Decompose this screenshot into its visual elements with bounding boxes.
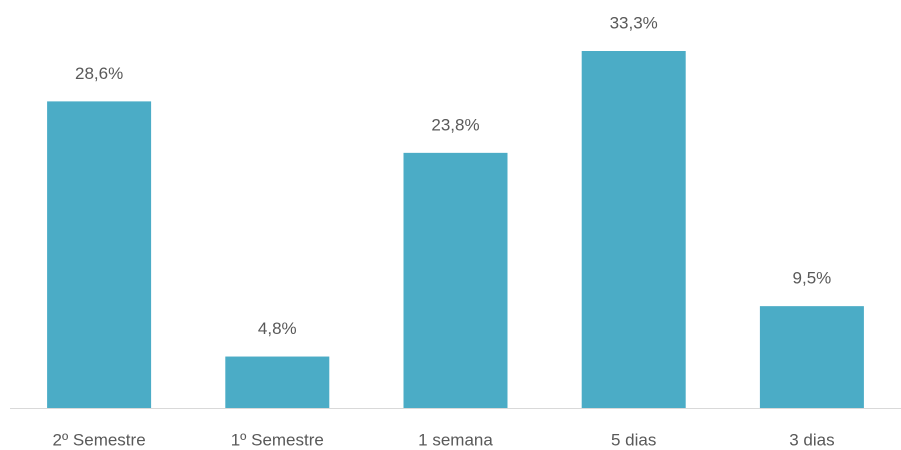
bar [581, 51, 686, 408]
bar [225, 356, 330, 408]
data-label: 4,8% [258, 319, 297, 338]
data-label: 33,3% [610, 13, 658, 32]
data-label: 23,8% [431, 115, 479, 134]
x-tick-label: 1 semana [418, 430, 493, 449]
x-tick-label: 2º Semestre [53, 430, 146, 449]
bar [403, 152, 508, 408]
x-tick-label: 3 dias [789, 430, 834, 449]
x-tick-label: 5 dias [611, 430, 656, 449]
bar [759, 306, 864, 408]
bar [47, 101, 152, 408]
data-label: 9,5% [793, 269, 832, 288]
data-label: 28,6% [75, 64, 123, 83]
x-tick-label: 1º Semestre [231, 430, 324, 449]
